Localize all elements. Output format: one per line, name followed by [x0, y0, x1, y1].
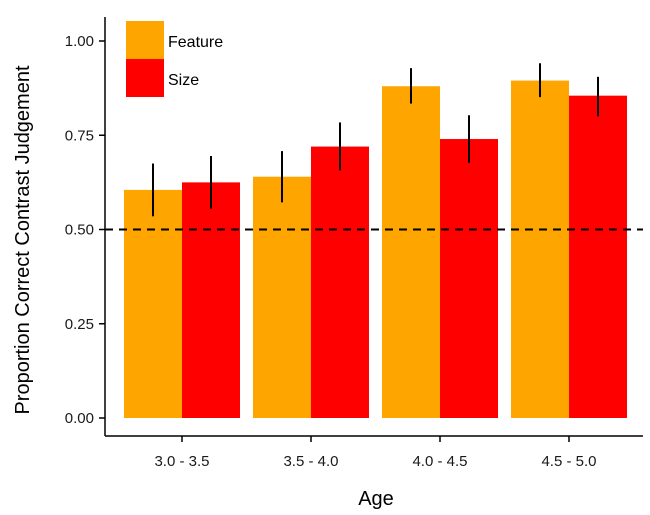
bar-size-1: [311, 146, 369, 418]
y-tick-label: 0.25: [65, 316, 94, 333]
x-tick-label: 4.5 - 5.0: [541, 453, 596, 470]
x-axis-ticks: 3.0 - 3.5 3.5 - 4.0 4.0 - 4.5 4.5 - 5.0: [154, 436, 597, 470]
x-tick-label: 3.5 - 4.0: [283, 453, 338, 470]
x-tick-label: 3.0 - 3.5: [154, 453, 209, 470]
bar-size-2: [440, 139, 498, 418]
bar-feature-0: [124, 189, 182, 418]
bar-size-0: [182, 182, 240, 418]
y-axis-ticks: 0.00 0.25 0.50 0.75 1.00: [65, 33, 105, 427]
bar-feature-2: [382, 86, 440, 419]
y-tick-label: 0.00: [65, 410, 94, 427]
x-tick-label: 4.0 - 4.5: [412, 453, 467, 470]
y-tick-label: 0.50: [65, 222, 94, 239]
y-tick-label: 0.75: [65, 127, 94, 144]
error-bars-layer: [152, 63, 599, 217]
legend: Feature Size: [126, 21, 223, 97]
y-tick-label: 1.00: [65, 33, 94, 50]
bars-layer: [124, 80, 627, 419]
legend-swatch-size: [126, 59, 164, 97]
x-axis-title: Age: [358, 488, 394, 510]
legend-label-feature: Feature: [168, 34, 223, 51]
bar-size-3: [569, 95, 627, 418]
legend-label-size: Size: [168, 72, 199, 89]
legend-swatch-feature: [126, 21, 164, 59]
y-axis-title: Proportion Correct Contrast Judgement: [12, 65, 34, 414]
bar-feature-3: [511, 80, 569, 419]
bar-feature-1: [253, 176, 311, 418]
